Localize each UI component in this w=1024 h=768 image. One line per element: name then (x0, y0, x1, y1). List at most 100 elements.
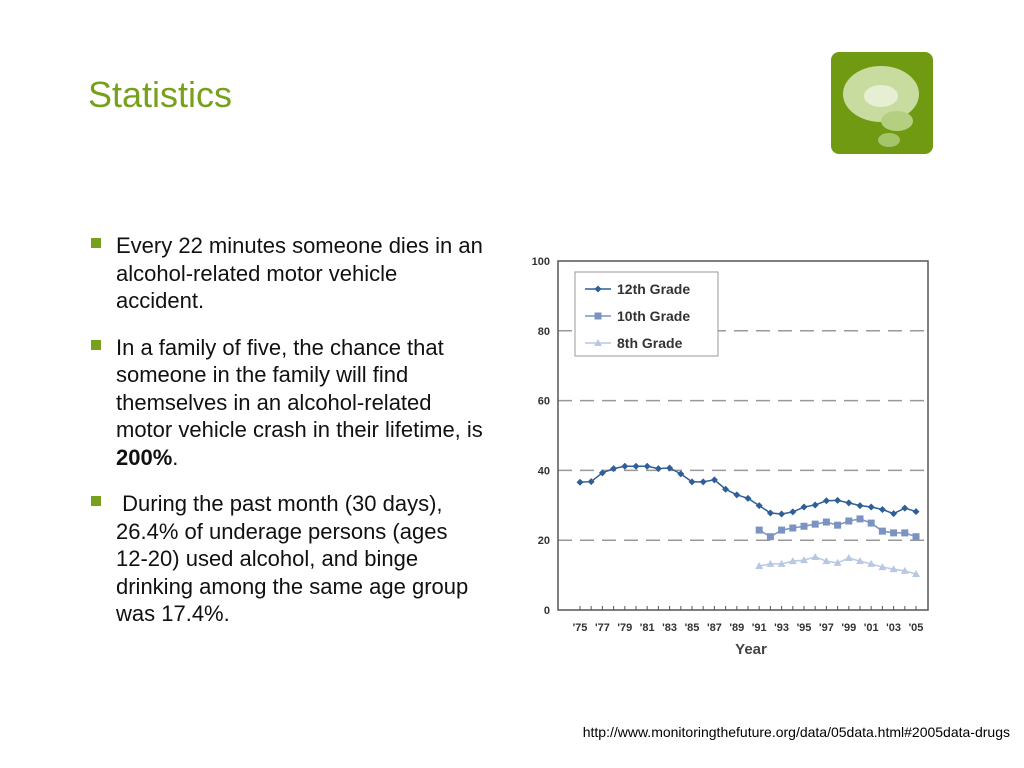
marker (856, 557, 864, 565)
marker (811, 501, 819, 509)
x-tick-label: '97 (819, 622, 834, 634)
marker (654, 465, 662, 473)
marker (699, 478, 707, 486)
marker (688, 478, 696, 486)
bullet: In a family of five, the chance that som… (90, 334, 485, 472)
legend-label: 10th Grade (617, 308, 690, 324)
marker (722, 485, 730, 493)
marker (822, 518, 830, 526)
marker (778, 510, 786, 518)
bubble (881, 111, 913, 131)
marker (867, 519, 875, 527)
marker (594, 285, 602, 293)
marker (755, 562, 764, 570)
marker (621, 462, 629, 470)
marker (710, 476, 718, 484)
marker (834, 496, 842, 504)
y-tick-label: 80 (538, 326, 550, 338)
bullet-text: . (172, 444, 179, 470)
bullet-bold: 200% (116, 444, 173, 470)
x-tick-label: '83 (662, 622, 677, 634)
y-tick-label: 40 (538, 465, 550, 477)
marker (912, 533, 920, 541)
x-tick-label: '79 (617, 622, 632, 634)
marker (643, 462, 651, 470)
x-tick-label: '81 (640, 622, 655, 634)
marker (788, 557, 797, 565)
legend-label: 12th Grade (617, 281, 690, 297)
legend-label: 8th Grade (617, 335, 683, 351)
y-tick-label: 20 (538, 535, 550, 547)
marker (890, 510, 898, 518)
marker (811, 520, 819, 528)
marker (594, 312, 602, 320)
bullet-list: Every 22 minutes someone dies in an alco… (90, 232, 485, 647)
marker (778, 526, 786, 534)
marker (878, 505, 886, 513)
marker (766, 533, 774, 541)
bubble (878, 133, 900, 147)
bullet-text: Every 22 minutes someone dies in an alco… (116, 233, 483, 313)
x-axis-label: Year (735, 641, 767, 658)
marker (587, 478, 595, 486)
x-tick-label: '01 (864, 622, 879, 634)
x-tick-label: '87 (707, 622, 722, 634)
marker (822, 497, 830, 505)
marker (900, 566, 909, 574)
marker (666, 464, 674, 472)
x-tick-label: '89 (729, 622, 744, 634)
marker (576, 478, 584, 486)
marker (901, 504, 909, 512)
bullet: Every 22 minutes someone dies in an alco… (90, 232, 485, 315)
chart: 0 20 40 60 80 100 '75 '77 '79 '81 '83 '85 '87 '89 '91 '… (532, 256, 929, 658)
series-line (579, 465, 917, 515)
x-tick-label: '95 (797, 622, 812, 634)
marker (845, 499, 853, 507)
marker (889, 565, 898, 573)
x-tick-label: '85 (685, 622, 700, 634)
marker (744, 494, 752, 502)
x-tick-label: '75 (573, 622, 588, 634)
marker (811, 552, 820, 560)
marker (632, 462, 640, 470)
marker (856, 502, 864, 510)
bubble (864, 85, 898, 107)
marker (610, 465, 618, 473)
marker (594, 339, 602, 346)
marker (822, 557, 831, 565)
y-tick-label: 0 (544, 605, 550, 617)
x-tick-label: '99 (841, 622, 856, 634)
marker (777, 559, 786, 567)
marker (789, 508, 797, 516)
marker (800, 556, 808, 564)
marker (912, 508, 920, 516)
plot-frame (557, 260, 929, 611)
bullet-text: During the past month (30 days), 26.4% o… (116, 491, 475, 626)
marker (800, 503, 808, 511)
y-tick-label: 100 (532, 256, 550, 268)
marker (755, 526, 763, 534)
y-tick-label: 60 (538, 396, 550, 408)
marker (789, 524, 797, 532)
marker (766, 509, 774, 517)
marker (766, 559, 775, 567)
marker (890, 529, 898, 537)
source-url: http://www.monitoringthefuture.org/data/… (582, 724, 1010, 740)
marker (867, 503, 875, 511)
marker (912, 570, 920, 578)
marker (901, 529, 909, 537)
marker (856, 515, 864, 523)
x-tick-label: '05 (909, 622, 924, 634)
marker (677, 470, 685, 478)
marker (867, 559, 876, 567)
x-tick-label: '03 (886, 622, 901, 634)
marker (755, 502, 763, 510)
marker (598, 469, 606, 477)
x-tick-label: '91 (752, 622, 767, 634)
bullet: During the past month (30 days), 26.4% o… (90, 490, 485, 628)
marker (800, 522, 808, 530)
logo (831, 52, 933, 154)
x-tick-label: '77 (595, 622, 610, 634)
marker (733, 491, 741, 499)
